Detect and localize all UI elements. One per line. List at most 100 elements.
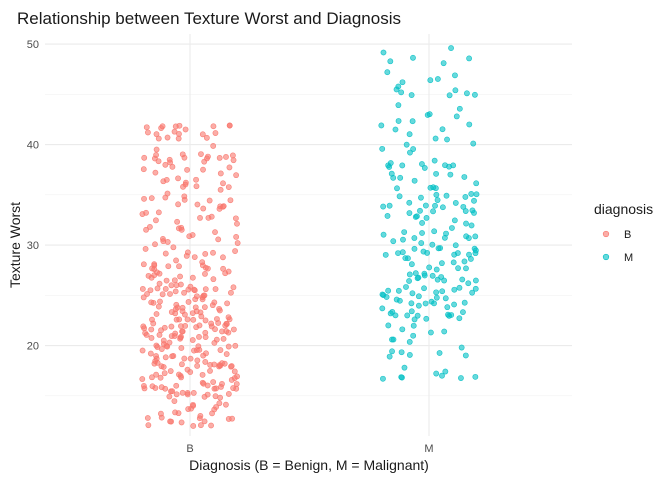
data-point <box>395 250 401 256</box>
data-point <box>187 369 194 375</box>
data-point <box>181 154 188 161</box>
y-tick-label: 30 <box>27 240 39 252</box>
data-point <box>429 241 436 248</box>
data-point <box>230 152 236 159</box>
data-point <box>452 200 459 206</box>
data-point <box>181 193 188 200</box>
data-point <box>185 299 192 305</box>
data-point <box>456 284 463 291</box>
data-point <box>414 312 421 319</box>
data-point <box>472 91 478 98</box>
data-point <box>450 162 457 169</box>
data-point <box>160 364 167 370</box>
data-point <box>426 264 433 271</box>
data-point <box>473 191 480 198</box>
data-point <box>421 285 427 292</box>
data-point <box>213 336 220 343</box>
data-point <box>179 304 186 311</box>
data-point <box>439 372 445 379</box>
data-point <box>204 391 211 398</box>
x-axis-title: Diagnosis (B = Benign, M = Malignant) <box>189 457 429 473</box>
data-point <box>160 337 167 344</box>
data-point <box>144 291 150 297</box>
data-point <box>451 217 458 224</box>
data-point <box>158 125 165 131</box>
data-point <box>181 289 187 296</box>
data-point <box>452 72 458 79</box>
data-point <box>449 225 455 231</box>
data-point <box>233 381 240 387</box>
data-point <box>393 86 400 93</box>
data-point <box>162 286 169 292</box>
data-point <box>231 368 238 375</box>
data-point <box>440 60 447 67</box>
data-point <box>181 355 188 362</box>
data-point <box>411 235 418 241</box>
data-point <box>164 343 171 350</box>
data-point <box>168 418 175 425</box>
data-point <box>220 335 227 342</box>
data-point <box>147 287 154 294</box>
data-point <box>186 233 193 240</box>
data-point <box>178 419 185 426</box>
data-point <box>415 302 422 309</box>
legend: diagnosis BM <box>594 201 653 264</box>
data-point <box>208 422 214 429</box>
data-point <box>153 217 159 224</box>
data-point <box>405 255 411 262</box>
data-point <box>410 146 417 152</box>
data-point <box>156 280 163 287</box>
data-point <box>380 49 387 56</box>
data-point <box>469 207 476 214</box>
data-point <box>453 113 460 120</box>
data-point <box>411 177 418 184</box>
data-point <box>224 300 230 307</box>
data-point <box>201 418 208 425</box>
data-point <box>193 183 200 190</box>
data-point <box>154 285 161 292</box>
data-point <box>466 121 473 128</box>
data-point <box>433 266 440 273</box>
data-point <box>399 326 406 333</box>
data-point <box>148 299 155 306</box>
data-point <box>398 89 405 96</box>
y-tick-label: 50 <box>27 39 39 51</box>
data-point <box>172 409 178 416</box>
data-point <box>379 305 386 312</box>
data-point <box>222 322 229 329</box>
data-point <box>442 295 449 302</box>
data-point <box>448 312 455 318</box>
data-point <box>163 277 170 284</box>
data-point <box>428 298 435 305</box>
data-point <box>166 393 173 400</box>
data-point <box>199 294 206 301</box>
data-point <box>210 249 216 256</box>
data-point <box>431 157 438 164</box>
data-point <box>169 163 176 170</box>
data-point <box>412 270 419 277</box>
data-point <box>417 207 423 214</box>
data-point <box>398 349 405 356</box>
data-point <box>390 238 397 245</box>
grid <box>45 34 572 436</box>
data-point <box>429 272 436 279</box>
data-point <box>139 376 146 382</box>
data-point <box>178 333 184 340</box>
data-point <box>175 201 182 208</box>
data-point <box>202 317 209 324</box>
data-point <box>157 298 163 305</box>
data-point <box>139 286 146 292</box>
data-point <box>412 214 419 220</box>
data-point <box>408 308 415 315</box>
data-point <box>380 375 386 382</box>
data-point <box>197 215 203 221</box>
data-point <box>163 176 170 183</box>
data-point <box>217 394 224 401</box>
data-point <box>208 320 215 327</box>
data-point <box>190 316 197 323</box>
data-point <box>217 170 224 177</box>
data-point <box>226 164 233 171</box>
legend-key <box>602 253 610 261</box>
data-point <box>439 204 446 211</box>
data-point <box>441 234 448 241</box>
